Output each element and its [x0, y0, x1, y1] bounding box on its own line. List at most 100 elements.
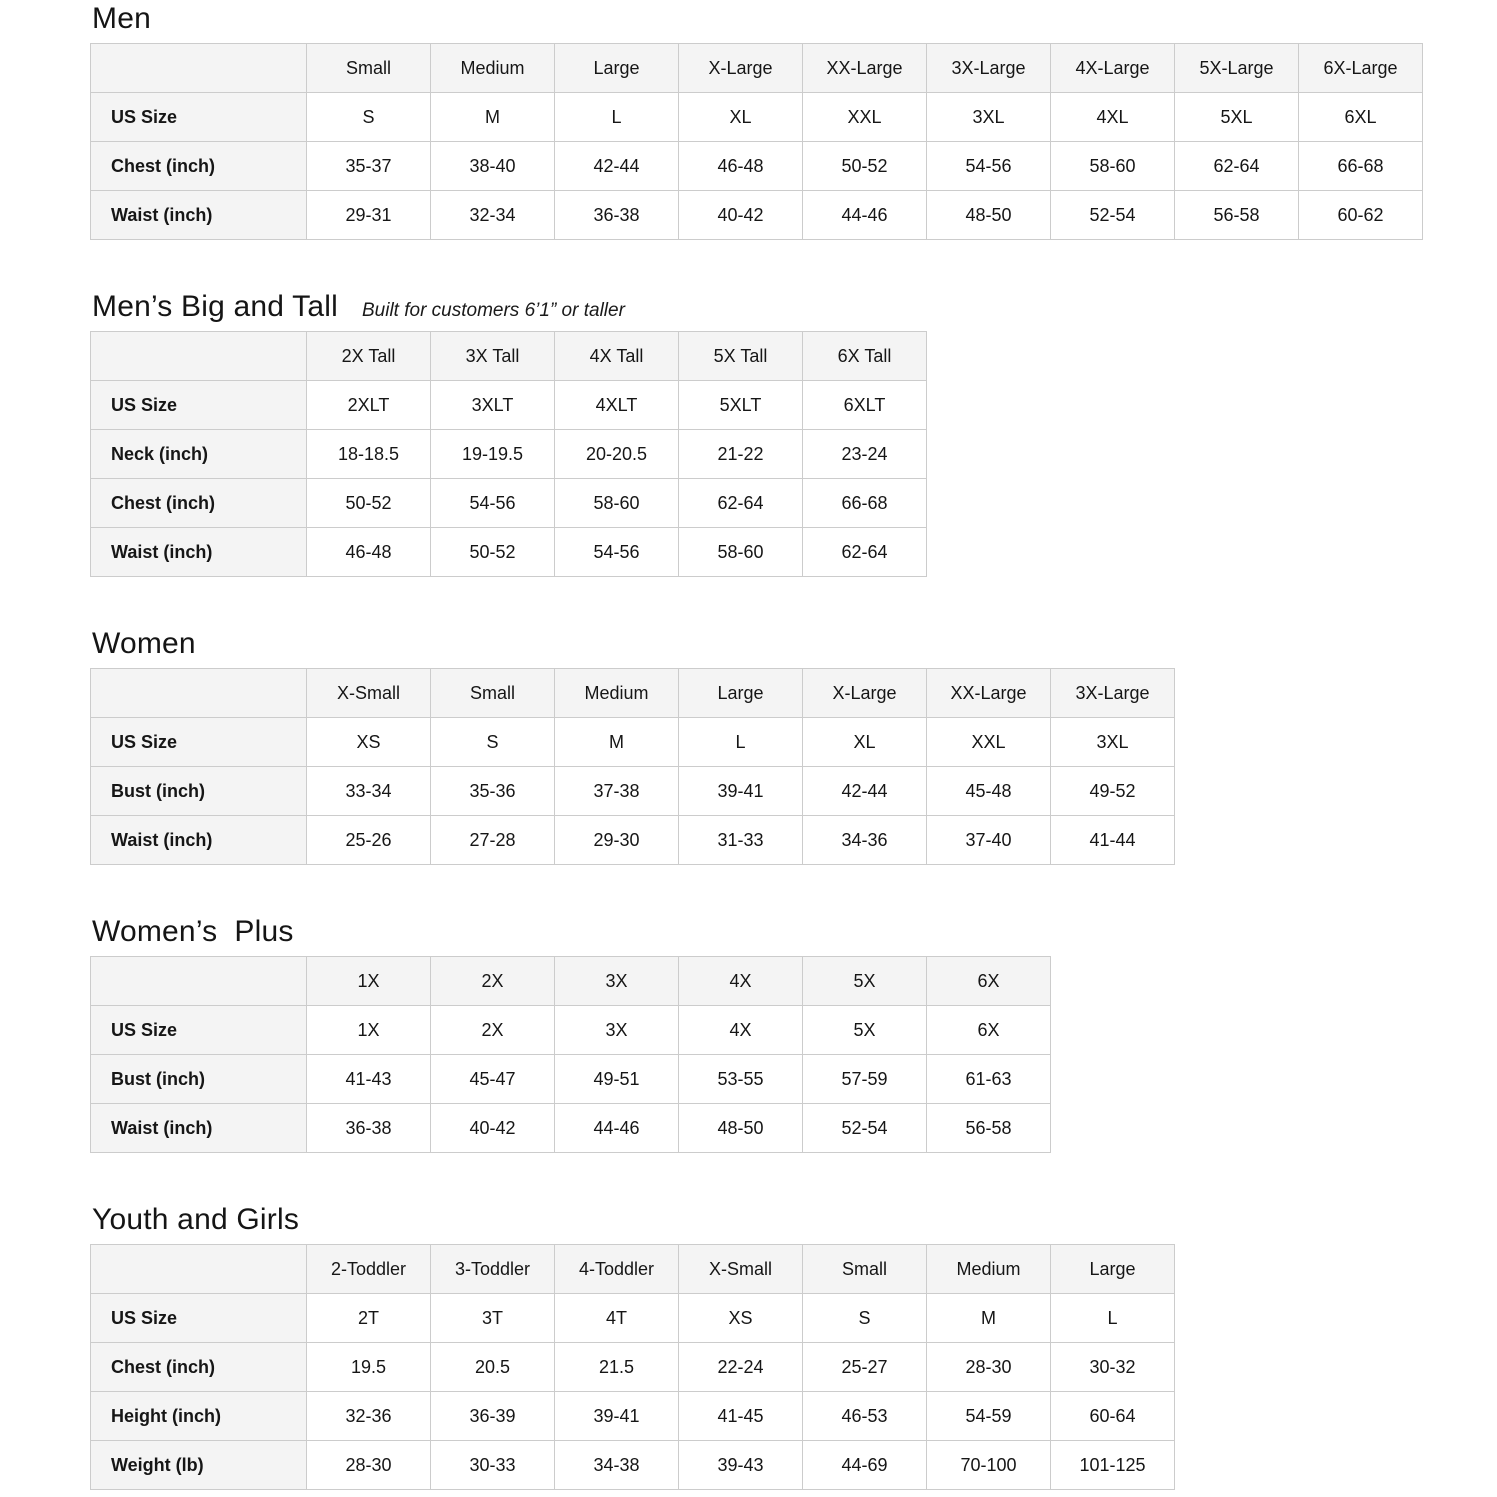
table-row: Bust (inch) 41-43 45-47 49-51 53-55 57-59 61-6… — [90, 1054, 1051, 1104]
size-cell: 66-68 — [802, 478, 927, 528]
size-cell: 25-27 — [802, 1342, 927, 1392]
size-cell: 33-34 — [306, 766, 431, 816]
size-cell: 3XL — [926, 92, 1051, 142]
size-cell: 39-41 — [678, 766, 803, 816]
size-cell: 25-26 — [306, 815, 431, 865]
section-header-womens-plus: Women’s Plus — [92, 915, 1410, 949]
size-cell: L — [1050, 1293, 1175, 1343]
size-cell: S — [306, 92, 431, 142]
size-cell: 44-46 — [554, 1103, 679, 1153]
column-header: X-Large — [802, 668, 927, 718]
size-cell: 56-58 — [926, 1103, 1051, 1153]
column-header: 6X Tall — [802, 331, 927, 381]
size-cell: 27-28 — [430, 815, 555, 865]
size-cell: 44-46 — [802, 190, 927, 240]
size-cell: 50-52 — [306, 478, 431, 528]
section-title-men: Men — [92, 2, 151, 35]
size-cell: M — [430, 92, 555, 142]
size-cell: 32-36 — [306, 1391, 431, 1441]
size-cell: 4XL — [1050, 92, 1175, 142]
row-label: Height (inch) — [90, 1391, 307, 1441]
size-cell: 2X — [430, 1005, 555, 1055]
table-row: Chest (inch) 35-37 38-40 42-44 46-48 50-52 54-… — [90, 141, 1423, 191]
mens-big-and-tall-size-table: 2X Tall 3X Tall 4X Tall 5X Tall 6X Tall US Si… — [90, 331, 927, 577]
size-cell: 18-18.5 — [306, 429, 431, 479]
size-cell: S — [802, 1293, 927, 1343]
size-cell: XS — [306, 717, 431, 767]
size-cell: 5XL — [1174, 92, 1299, 142]
size-cell: 42-44 — [554, 141, 679, 191]
size-cell: 56-58 — [1174, 190, 1299, 240]
column-header: 1X — [306, 956, 431, 1006]
table-row: Chest (inch) 19.5 20.5 21.5 22-24 25-27 28-30 3… — [90, 1342, 1175, 1392]
column-header: 2X — [430, 956, 555, 1006]
size-cell: 54-56 — [554, 527, 679, 577]
column-header: 4X — [678, 956, 803, 1006]
header-row: 2X Tall 3X Tall 4X Tall 5X Tall 6X Tall — [90, 331, 927, 381]
row-label: Waist (inch) — [90, 815, 307, 865]
corner-cell — [90, 1244, 307, 1294]
column-header: Large — [1050, 1244, 1175, 1294]
size-cell: 60-64 — [1050, 1391, 1175, 1441]
row-label: Bust (inch) — [90, 766, 307, 816]
section-header-youth-and-girls: Youth and Girls — [92, 1203, 1410, 1237]
section-youth-and-girls: Youth and Girls 2-Toddler 3-Toddler 4-Todd… — [90, 1203, 1412, 1490]
size-cell: 41-45 — [678, 1391, 803, 1441]
size-cell: 37-40 — [926, 815, 1051, 865]
table-row: US Size 2T 3T 4T XS S M L — [90, 1293, 1175, 1343]
size-cell: L — [554, 92, 679, 142]
size-cell: 28-30 — [306, 1440, 431, 1490]
size-cell: 36-39 — [430, 1391, 555, 1441]
size-cell: 38-40 — [430, 141, 555, 191]
size-cell: 45-47 — [430, 1054, 555, 1104]
row-label: Chest (inch) — [90, 1342, 307, 1392]
size-cell: 4X — [678, 1005, 803, 1055]
column-header: Large — [678, 668, 803, 718]
size-cell: 46-48 — [306, 527, 431, 577]
size-cell: 54-59 — [926, 1391, 1051, 1441]
table-row: Height (inch) 32-36 36-39 39-41 41-45 46-53 54… — [90, 1391, 1175, 1441]
size-cell: 45-48 — [926, 766, 1051, 816]
size-cell: 50-52 — [802, 141, 927, 191]
column-header: 3X-Large — [1050, 668, 1175, 718]
size-cell: 28-30 — [926, 1342, 1051, 1392]
size-cell: 62-64 — [678, 478, 803, 528]
row-label: Chest (inch) — [90, 141, 307, 191]
youth-and-girls-size-table: 2-Toddler 3-Toddler 4-Toddler X-Small Small M… — [90, 1244, 1175, 1490]
size-cell: 42-44 — [802, 766, 927, 816]
row-label: US Size — [90, 717, 307, 767]
row-label: Waist (inch) — [90, 190, 307, 240]
column-header: X-Large — [678, 43, 803, 93]
size-cell: 6XLT — [802, 380, 927, 430]
column-header: 4X-Large — [1050, 43, 1175, 93]
size-cell: 4XLT — [554, 380, 679, 430]
header-row: X-Small Small Medium Large X-Large XX-Large 3X… — [90, 668, 1175, 718]
size-cell: 58-60 — [1050, 141, 1175, 191]
size-cell: XXL — [802, 92, 927, 142]
size-cell: 35-37 — [306, 141, 431, 191]
column-header: Small — [802, 1244, 927, 1294]
women-size-table: X-Small Small Medium Large X-Large XX-Large 3X… — [90, 668, 1175, 865]
table-row: Waist (inch) 36-38 40-42 44-46 48-50 52-54 56-… — [90, 1103, 1051, 1153]
column-header: Small — [430, 668, 555, 718]
table-row: US Size 2XLT 3XLT 4XLT 5XLT 6XLT — [90, 380, 927, 430]
section-womens-plus: Women’s Plus 1X 2X 3X 4X 5X 6X US Size 1X 2X 3X 4X… — [90, 915, 1412, 1153]
size-cell: 2XLT — [306, 380, 431, 430]
size-cell: 57-59 — [802, 1054, 927, 1104]
size-cell: M — [554, 717, 679, 767]
size-cell: 101-125 — [1050, 1440, 1175, 1490]
size-cell: M — [926, 1293, 1051, 1343]
size-cell: 61-63 — [926, 1054, 1051, 1104]
size-cell: 46-48 — [678, 141, 803, 191]
corner-cell — [90, 956, 307, 1006]
table-row: Chest (inch) 50-52 54-56 58-60 62-64 66-68 — [90, 478, 927, 528]
section-women: Women X-Small Small Medium Large X-Large XX-L… — [90, 627, 1412, 865]
size-cell: 1X — [306, 1005, 431, 1055]
size-cell: L — [678, 717, 803, 767]
size-cell: 3XLT — [430, 380, 555, 430]
corner-cell — [90, 668, 307, 718]
corner-cell — [90, 43, 307, 93]
size-cell: 5X — [802, 1005, 927, 1055]
size-cell: 41-43 — [306, 1054, 431, 1104]
